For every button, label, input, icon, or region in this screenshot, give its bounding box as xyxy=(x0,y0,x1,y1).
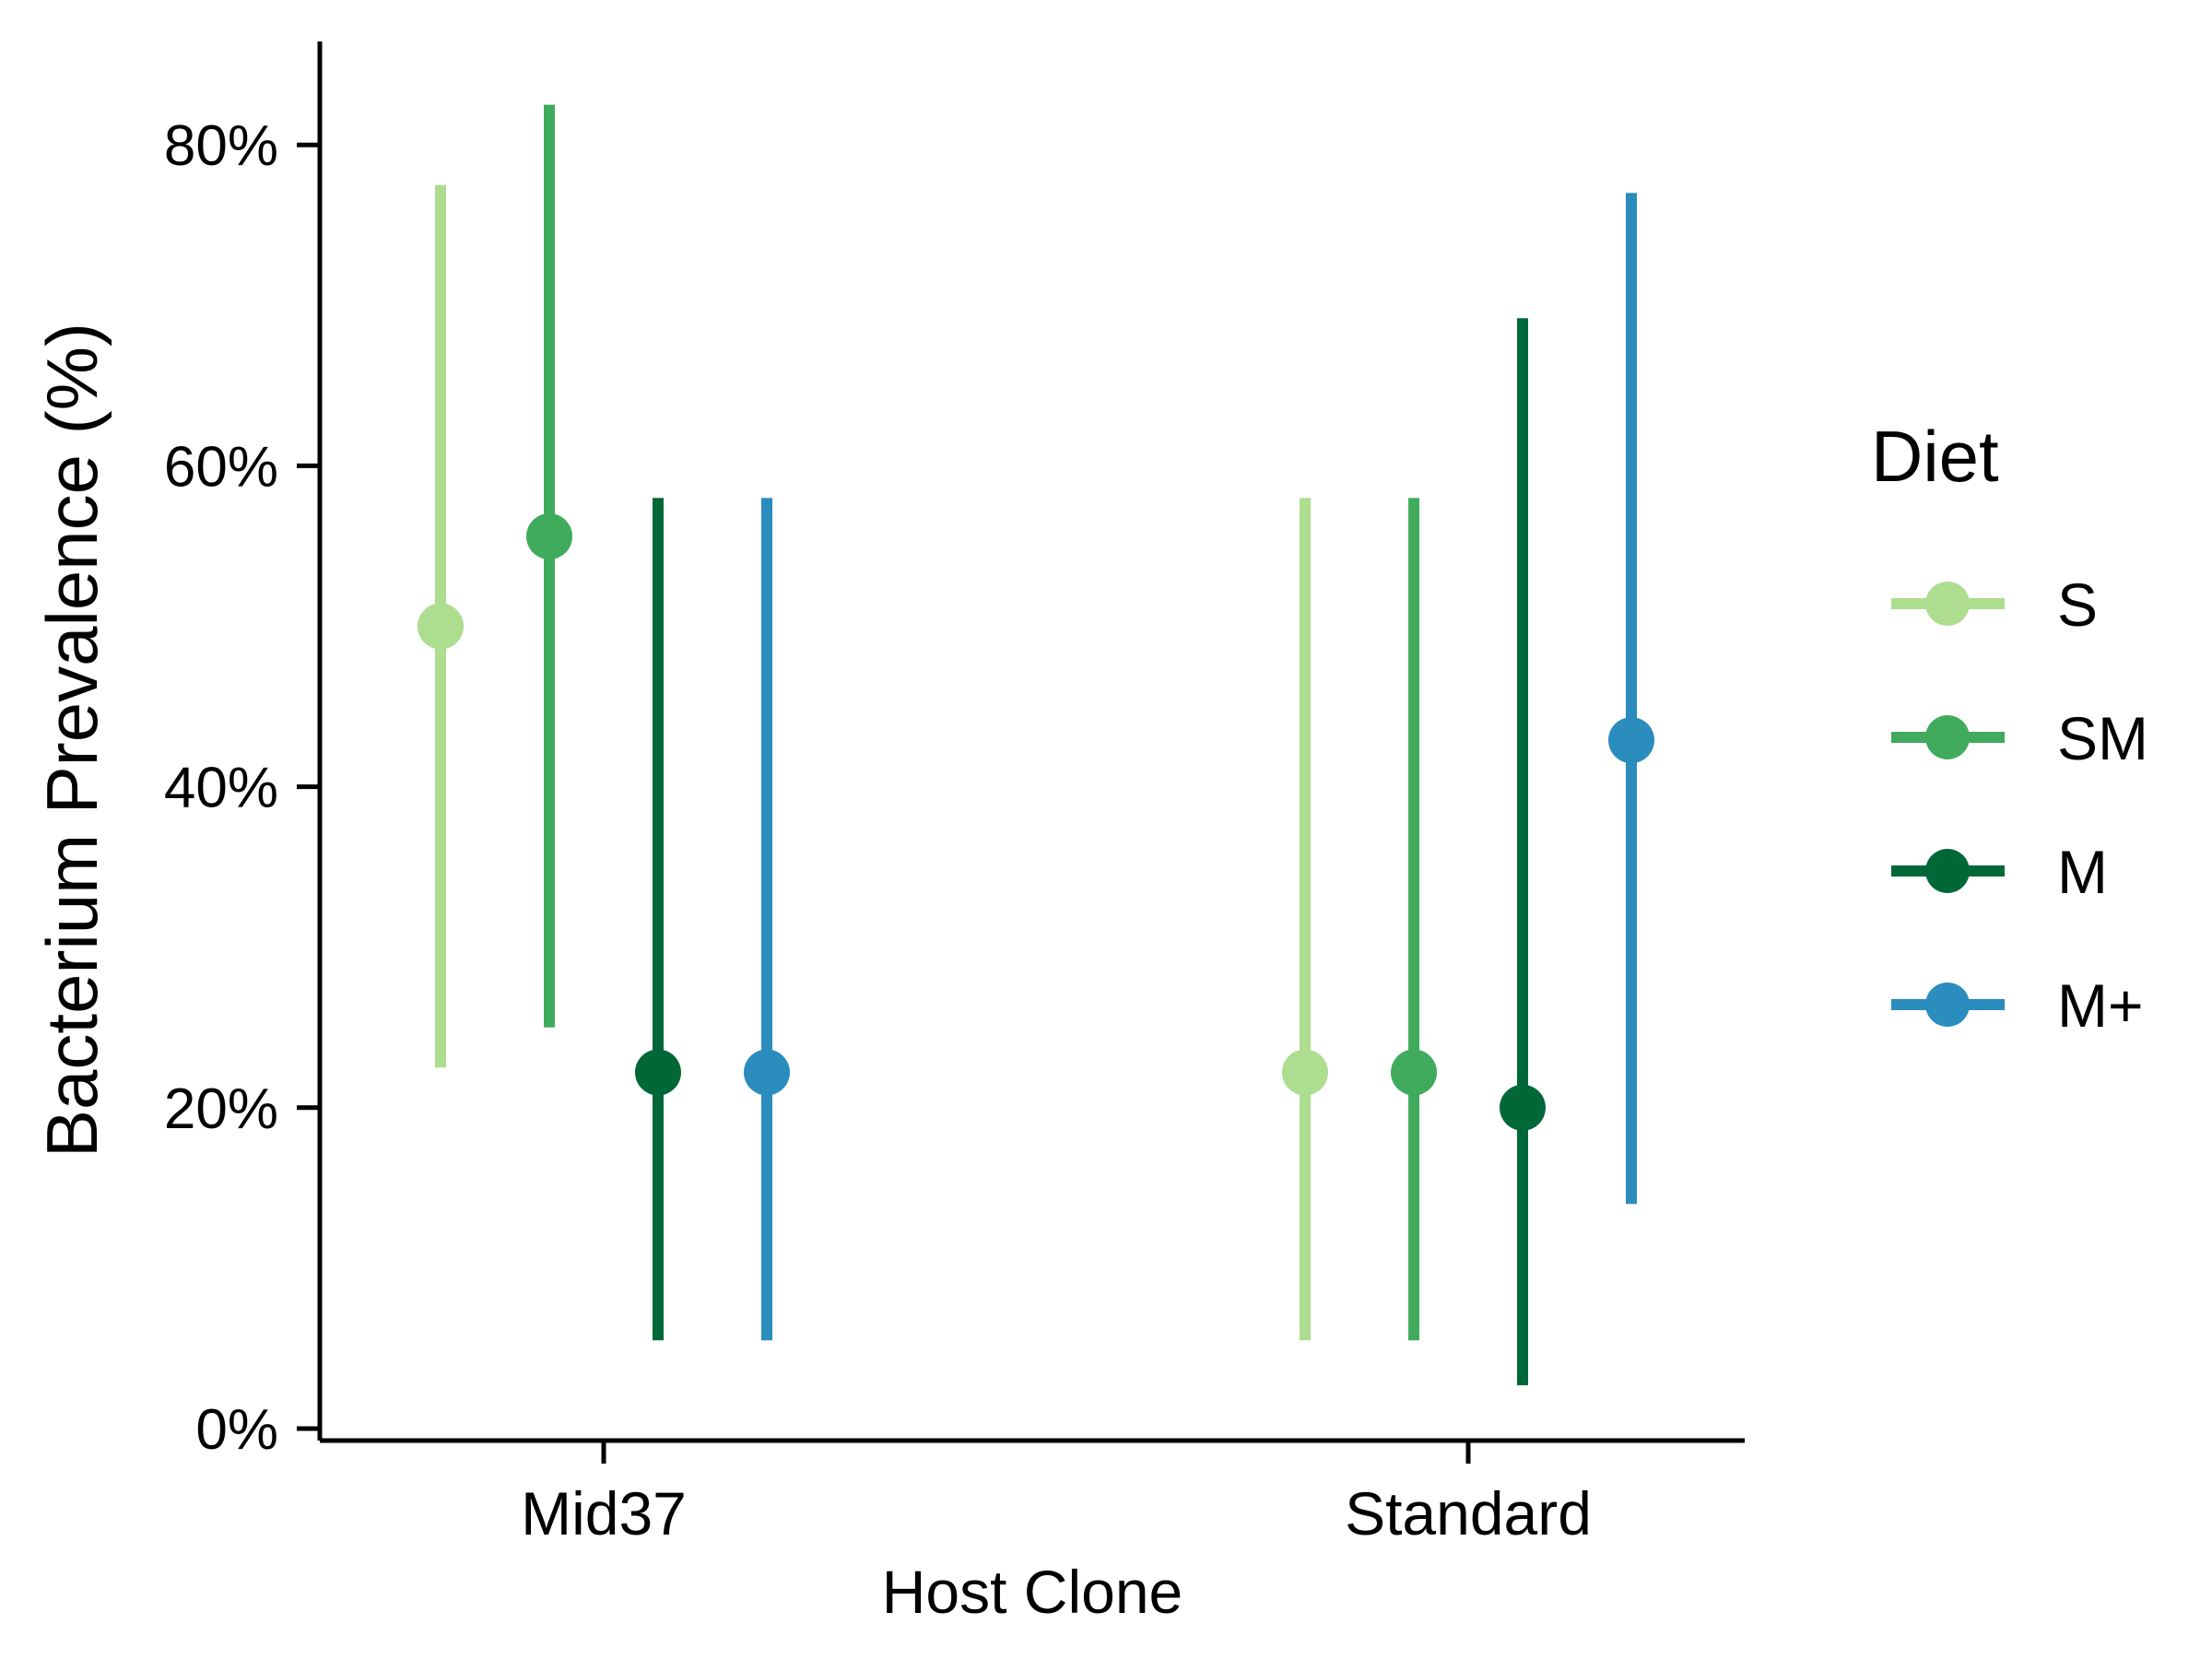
y-tick-label: 60% xyxy=(164,435,278,499)
data-point xyxy=(1500,1084,1546,1131)
y-tick-label: 20% xyxy=(164,1077,278,1141)
legend-label: M+ xyxy=(2057,971,2144,1040)
legend-label: S xyxy=(2057,571,2098,639)
data-point xyxy=(526,513,572,560)
legend-label: M xyxy=(2057,838,2108,906)
data-point xyxy=(1608,717,1654,764)
axes: 0%20%40%60%80% Mid37 Standard Host Clone … xyxy=(31,41,1745,1626)
y-tick-label: 40% xyxy=(164,757,278,820)
legend-key-point xyxy=(1925,582,1970,626)
y-axis-label: Bacterium Prevalence (%) xyxy=(31,323,112,1158)
y-tick-label: 0% xyxy=(195,1398,278,1462)
x-axis-label: Host Clone xyxy=(882,1558,1183,1626)
legend-items: S SM M M+ xyxy=(1891,571,2148,1040)
x-ticks: Mid37 Standard xyxy=(521,1441,1592,1547)
data-point xyxy=(418,603,464,650)
data-point xyxy=(1391,1049,1437,1096)
data-point xyxy=(1282,1049,1328,1096)
data-point xyxy=(635,1049,681,1096)
y-ticks: 0% 20% 40% 60% 80% xyxy=(164,114,320,1462)
legend-title: Diet xyxy=(1871,416,1999,497)
legend-key-point xyxy=(1925,982,1970,1027)
legend: Diet S SM M M+ xyxy=(1871,416,2148,1040)
legend-label: SM xyxy=(2057,704,2148,772)
plot-marks xyxy=(418,104,1654,1385)
y-tick-label: 80% xyxy=(164,114,278,178)
legend-key-point xyxy=(1925,849,1970,893)
x-tick-label: Mid37 xyxy=(521,1479,687,1547)
data-point xyxy=(744,1049,790,1096)
legend-key-point xyxy=(1925,715,1970,759)
x-tick-label: Standard xyxy=(1345,1479,1592,1547)
